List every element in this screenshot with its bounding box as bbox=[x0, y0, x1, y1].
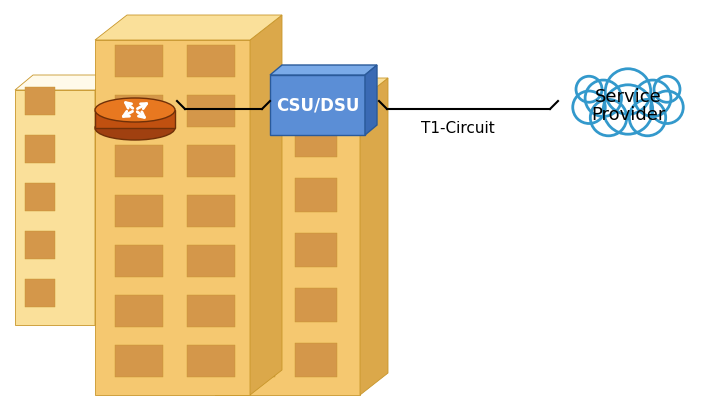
Polygon shape bbox=[115, 295, 163, 327]
Circle shape bbox=[573, 91, 605, 124]
Polygon shape bbox=[233, 178, 275, 212]
Polygon shape bbox=[295, 288, 337, 322]
Circle shape bbox=[629, 99, 666, 136]
Ellipse shape bbox=[95, 98, 175, 122]
Polygon shape bbox=[25, 231, 55, 259]
Text: CSU/DSU: CSU/DSU bbox=[276, 96, 360, 114]
Polygon shape bbox=[115, 45, 163, 77]
Circle shape bbox=[651, 91, 683, 124]
Polygon shape bbox=[95, 110, 175, 128]
FancyBboxPatch shape bbox=[270, 75, 365, 135]
Polygon shape bbox=[95, 15, 282, 40]
Circle shape bbox=[634, 80, 671, 117]
Polygon shape bbox=[187, 345, 235, 377]
Polygon shape bbox=[295, 178, 337, 212]
Polygon shape bbox=[250, 15, 282, 395]
Polygon shape bbox=[270, 65, 377, 75]
Text: Service: Service bbox=[595, 88, 661, 106]
Polygon shape bbox=[295, 233, 337, 267]
Polygon shape bbox=[25, 135, 55, 163]
Circle shape bbox=[603, 85, 653, 134]
Circle shape bbox=[654, 76, 680, 102]
Text: Provider: Provider bbox=[591, 106, 665, 124]
Text: T1-Circuit: T1-Circuit bbox=[421, 121, 495, 136]
Polygon shape bbox=[25, 87, 55, 115]
Polygon shape bbox=[115, 195, 163, 227]
Polygon shape bbox=[95, 75, 113, 325]
Polygon shape bbox=[115, 95, 163, 127]
Polygon shape bbox=[15, 90, 95, 325]
Polygon shape bbox=[15, 75, 113, 90]
Polygon shape bbox=[233, 233, 275, 267]
Polygon shape bbox=[187, 145, 235, 177]
Polygon shape bbox=[187, 195, 235, 227]
Polygon shape bbox=[187, 245, 235, 277]
Polygon shape bbox=[187, 45, 235, 77]
Polygon shape bbox=[360, 78, 388, 395]
Polygon shape bbox=[187, 295, 235, 327]
Polygon shape bbox=[215, 100, 360, 395]
Polygon shape bbox=[115, 345, 163, 377]
Polygon shape bbox=[233, 343, 275, 377]
Polygon shape bbox=[233, 288, 275, 322]
Polygon shape bbox=[115, 245, 163, 277]
Circle shape bbox=[576, 76, 602, 102]
Circle shape bbox=[605, 69, 651, 114]
Polygon shape bbox=[25, 279, 55, 307]
Ellipse shape bbox=[95, 116, 175, 140]
Polygon shape bbox=[233, 123, 275, 157]
Polygon shape bbox=[295, 123, 337, 157]
Polygon shape bbox=[295, 343, 337, 377]
Polygon shape bbox=[25, 183, 55, 211]
Circle shape bbox=[590, 99, 627, 136]
Polygon shape bbox=[95, 40, 250, 395]
Polygon shape bbox=[187, 95, 235, 127]
Polygon shape bbox=[215, 78, 388, 100]
Circle shape bbox=[585, 80, 621, 117]
Polygon shape bbox=[365, 65, 377, 135]
Polygon shape bbox=[115, 145, 163, 177]
